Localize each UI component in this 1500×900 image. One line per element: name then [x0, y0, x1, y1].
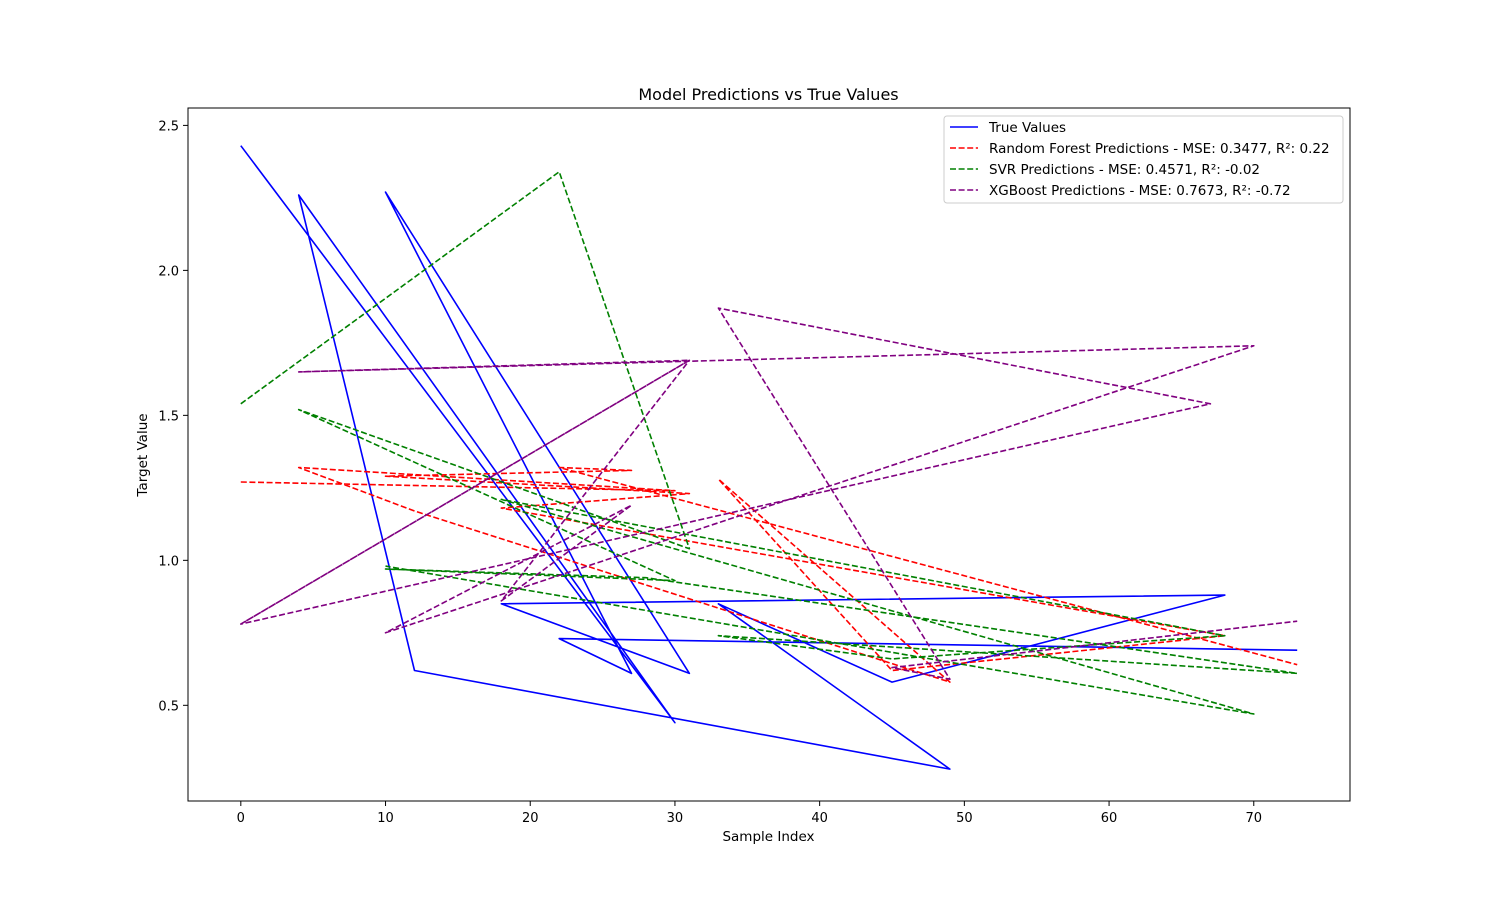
- legend: True Values Random Forest Predictions - M…: [943, 115, 1344, 204]
- series-layer: [240, 145, 1298, 770]
- legend-label: SVR Predictions - MSE: 0.4571, R²: -0.02: [989, 162, 1260, 178]
- series-line-1: [240, 466, 1298, 683]
- x-tick-label: 50: [956, 811, 973, 826]
- series-line-3: [240, 307, 1298, 681]
- series-line-0: [240, 145, 1298, 770]
- y-axis-title: Target Value: [135, 413, 151, 497]
- y-axis: 0.5 1.0 1.5 2.0 2.5: [158, 119, 188, 714]
- x-tick-label: 40: [811, 811, 828, 826]
- plot-frame: [187, 107, 1351, 802]
- x-tick-label: 0: [237, 811, 245, 826]
- y-tick-label: 1.0: [158, 554, 179, 569]
- x-axis-title: Sample Index: [722, 829, 814, 845]
- x-axis: 0 10 20 30 40 50 60 70: [237, 801, 1262, 826]
- y-tick-label: 0.5: [158, 699, 179, 714]
- legend-label: True Values: [988, 120, 1066, 136]
- y-tick-label: 2.5: [158, 119, 179, 134]
- legend-box: [943, 115, 1344, 204]
- chart-title: Model Predictions vs True Values: [638, 85, 898, 104]
- y-tick-label: 1.5: [158, 409, 179, 424]
- x-tick-label: 70: [1245, 811, 1262, 826]
- x-tick-label: 60: [1101, 811, 1118, 826]
- legend-label: Random Forest Predictions - MSE: 0.3477,…: [989, 141, 1330, 157]
- x-tick-label: 30: [667, 811, 684, 826]
- x-tick-label: 10: [377, 811, 394, 826]
- legend-label: XGBoost Predictions - MSE: 0.7673, R²: -…: [989, 183, 1291, 199]
- x-tick-label: 20: [522, 811, 539, 826]
- y-tick-label: 2.0: [158, 264, 179, 279]
- series-line-2: [240, 171, 1298, 715]
